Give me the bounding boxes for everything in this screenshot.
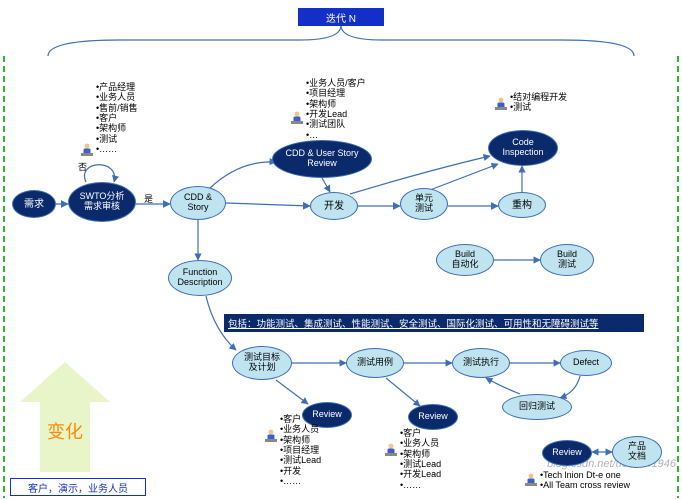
test-types-banner: 包括：功能测试、集成测试、性能测试、安全测试、国际化测试、可用性和无障碍测试等 — [224, 314, 644, 332]
node-swto: SWTO分析 需求审核 — [68, 182, 136, 222]
person-icon — [494, 96, 508, 110]
change-arrow: 变化 — [20, 362, 110, 477]
role-list-r6: Tech lnion Dt-e oneAll Team cross review — [540, 470, 630, 491]
node-cddrev: CDD & User Story Review — [272, 140, 372, 178]
node-regress: 回归测试 — [502, 394, 572, 420]
node-doc: 产品 文档 — [612, 436, 662, 468]
edge-label-no: 否 — [78, 160, 87, 173]
person-icon — [290, 110, 304, 124]
person-icon — [524, 472, 538, 486]
node-req: 需求 — [12, 190, 56, 218]
node-tcase: 测试用例 — [346, 348, 404, 378]
node-unit: 单元 测试 — [400, 188, 448, 220]
role-list-r3: 结对编程开发测试 — [510, 92, 567, 113]
node-cdd: CDD & Story — [170, 186, 226, 220]
role-list-r5: 客户业务人员架构师测试Lead开发Lead…… — [400, 428, 441, 490]
node-texec: 测试执行 — [452, 348, 510, 378]
node-rev2: Review — [408, 404, 458, 430]
role-list-r4: 客户业务人员架构师项目经理测试Lead开发…… — [280, 414, 321, 486]
node-func: Function Description — [168, 260, 232, 296]
header-box: 迭代 N — [298, 8, 384, 26]
node-btest: Build 测试 — [540, 244, 594, 276]
node-codeinsp: Code Inspection — [488, 130, 558, 166]
role-list-r1: 产品经理业务人员售前/销售客户架构师测试…… — [96, 82, 138, 154]
role-list-r2: 业务人员/客户项目经理架构师开发Lead测试团队… — [306, 78, 366, 140]
node-refac: 重构 — [498, 192, 546, 218]
footer-box: 客户，演示，业务人员 — [10, 478, 146, 496]
node-dev: 开发 — [310, 192, 358, 220]
node-defect: Defect — [560, 350, 612, 376]
node-tplan: 测试目标 及计划 — [232, 346, 292, 380]
person-icon — [80, 142, 94, 156]
node-bauto: Build 自动化 — [436, 244, 494, 276]
person-icon — [384, 442, 398, 456]
person-icon — [264, 428, 278, 442]
edge-label-yes: 是 — [144, 192, 153, 205]
node-rev3: Review — [542, 440, 592, 466]
